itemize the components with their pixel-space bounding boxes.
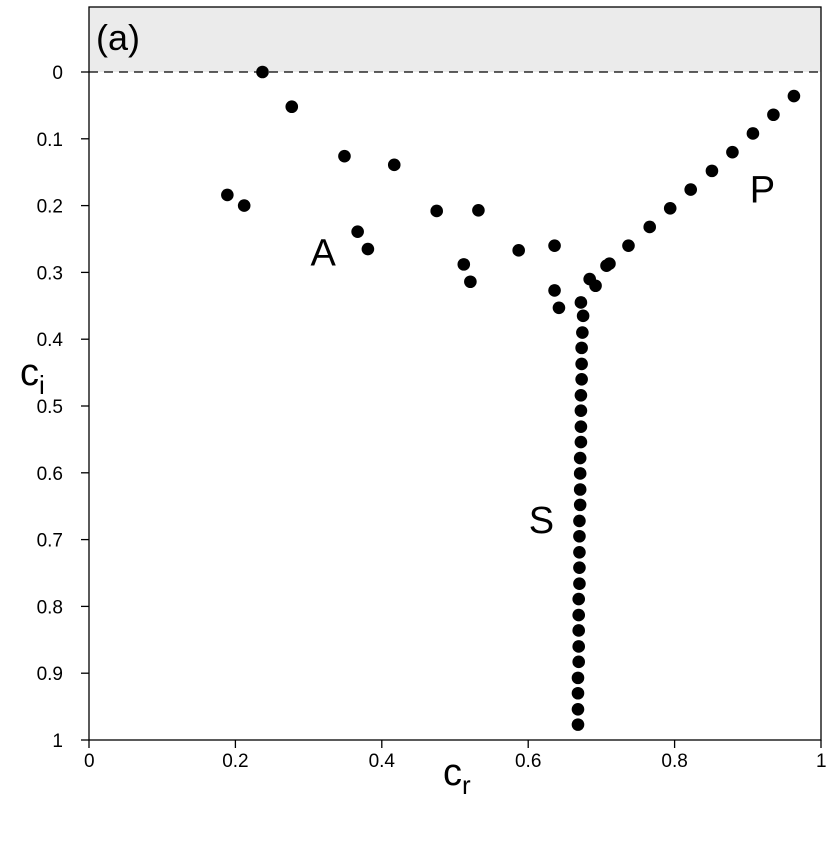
data-point	[574, 420, 588, 434]
data-point	[746, 127, 760, 140]
x-tick-label: 0.6	[515, 751, 541, 772]
data-point	[571, 702, 585, 716]
data-point	[787, 89, 801, 103]
data-point	[464, 275, 477, 289]
x-axis-label-sub: r	[462, 770, 471, 800]
data-point	[457, 258, 471, 271]
y-tick-label: 1	[52, 731, 63, 752]
data-point	[767, 108, 780, 122]
data-point	[574, 296, 588, 309]
y-axis-label-main: c	[20, 352, 39, 394]
data-point	[684, 183, 698, 196]
region-annotations: A P S	[311, 169, 776, 542]
data-point	[573, 545, 586, 559]
x-axis-label-main: c	[443, 752, 462, 794]
data-point	[572, 624, 586, 637]
data-point	[361, 242, 375, 256]
shaded-region	[89, 7, 821, 72]
y-tick-label: 0.5	[37, 397, 63, 418]
x-axis-label: cr	[443, 752, 471, 800]
axis-ticks: 0 0.2 0.4 0.6 0.8 100.10.20.30.40.50.60.70.80…	[37, 63, 827, 772]
data-point	[221, 188, 234, 202]
data-point	[574, 389, 588, 402]
data-point	[512, 244, 525, 257]
y-tick-label: 0	[52, 63, 63, 84]
y-tick-label: 0.9	[37, 664, 63, 685]
data-point	[576, 309, 590, 323]
data-point	[572, 655, 586, 669]
x-tick-label: 0.8	[661, 751, 687, 772]
region-label-s: S	[529, 500, 554, 542]
data-point	[237, 199, 251, 212]
data-point	[573, 467, 587, 480]
x-tick-label: 1	[816, 751, 827, 772]
data-point	[573, 498, 587, 512]
data-point	[589, 279, 602, 293]
data-point	[643, 220, 657, 234]
data-point	[575, 357, 588, 371]
region-label-a: A	[311, 233, 337, 275]
data-point	[572, 640, 586, 653]
data-point	[571, 671, 585, 685]
data-point	[705, 164, 719, 178]
data-point	[548, 239, 561, 252]
data-point	[338, 149, 351, 163]
data-point	[663, 201, 677, 215]
data-point	[548, 284, 561, 297]
data-point	[572, 592, 586, 606]
data-point	[573, 514, 586, 528]
data-point	[285, 100, 299, 114]
region-label-p: P	[750, 169, 775, 211]
data-point	[726, 145, 739, 159]
data-point	[575, 341, 588, 355]
data-point	[572, 608, 586, 622]
data-point	[573, 561, 586, 574]
data-point	[576, 326, 589, 339]
y-tick-label: 0.6	[37, 464, 63, 485]
x-tick-label: 0.2	[222, 751, 248, 772]
y-tick-label: 0.1	[37, 130, 63, 151]
data-point	[574, 404, 588, 417]
y-tick-label: 0.3	[37, 263, 63, 284]
data-point	[571, 686, 585, 700]
y-tick-label: 0.2	[37, 197, 63, 218]
plot-frame	[88, 6, 822, 741]
panel-label: (a)	[96, 17, 140, 58]
x-tick-label: 0.4	[369, 751, 396, 772]
y-tick-label: 0.7	[37, 531, 63, 552]
y-tick-label: 0.8	[37, 597, 63, 618]
data-points	[221, 65, 801, 731]
x-tick-label: 0	[84, 751, 95, 772]
data-point	[622, 239, 635, 252]
data-point	[256, 65, 269, 79]
data-point	[472, 203, 485, 217]
y-axis-label: ci	[20, 352, 45, 400]
data-point	[573, 529, 586, 543]
data-point	[573, 483, 587, 496]
data-point	[430, 204, 444, 218]
data-point	[571, 718, 585, 731]
data-point	[387, 158, 401, 172]
data-point	[603, 257, 616, 271]
y-axis-label-sub: i	[39, 370, 45, 400]
data-point	[573, 577, 586, 590]
data-point	[573, 451, 587, 465]
data-point	[351, 225, 364, 238]
y-tick-label: 0.4	[37, 330, 64, 351]
data-point	[575, 372, 588, 386]
data-point	[552, 301, 566, 315]
data-point	[574, 435, 588, 449]
